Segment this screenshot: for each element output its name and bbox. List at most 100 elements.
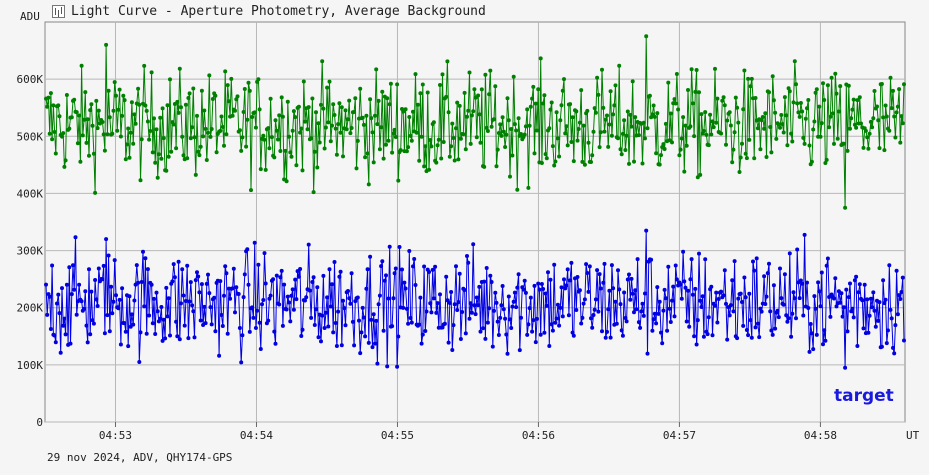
window-title: Light Curve - Aperture Photometry, Avera… — [71, 3, 486, 19]
data-point — [641, 120, 646, 125]
data-point — [537, 287, 542, 292]
data-point — [209, 322, 214, 327]
data-point — [374, 318, 379, 323]
data-point — [451, 136, 456, 140]
data-point — [204, 158, 209, 162]
data-point — [494, 300, 499, 305]
data-point — [392, 127, 397, 132]
data-point — [495, 319, 500, 324]
data-point — [655, 111, 660, 116]
data-point — [154, 127, 159, 132]
data-point — [241, 110, 246, 114]
data-point — [519, 315, 523, 320]
data-point — [457, 271, 462, 276]
data-point — [532, 151, 537, 156]
data-point — [666, 264, 671, 269]
data-point — [150, 321, 155, 326]
data-point — [821, 81, 825, 86]
data-point — [181, 153, 186, 158]
data-point — [720, 98, 725, 103]
data-point — [757, 335, 762, 340]
data-point — [749, 76, 754, 81]
data-point — [333, 321, 338, 325]
data-point — [528, 104, 533, 109]
data-point — [366, 182, 371, 187]
data-point — [585, 108, 590, 113]
data-point — [663, 121, 668, 126]
data-point — [397, 245, 402, 249]
data-point — [866, 330, 871, 335]
data-point — [887, 128, 892, 133]
data-point — [305, 127, 310, 132]
data-point — [434, 310, 439, 315]
data-point — [778, 266, 782, 271]
x-tick-label: 04:55 — [381, 429, 414, 442]
data-point — [137, 360, 142, 364]
data-point — [64, 282, 69, 287]
data-point — [843, 205, 848, 210]
data-point — [391, 131, 396, 136]
data-point — [506, 294, 511, 299]
data-point — [700, 294, 705, 299]
data-point — [661, 142, 666, 147]
data-point — [517, 348, 522, 353]
data-point — [310, 96, 315, 101]
data-point — [84, 140, 89, 145]
data-point — [208, 305, 213, 310]
data-point — [418, 295, 423, 300]
data-point — [51, 103, 56, 108]
y-tick-label: 100K — [17, 359, 44, 372]
data-point — [61, 131, 66, 136]
data-point — [633, 288, 638, 293]
data-point — [107, 115, 112, 120]
data-point — [455, 100, 460, 105]
data-point — [749, 335, 754, 340]
data-point — [104, 237, 109, 242]
data-point — [565, 267, 570, 272]
data-point — [605, 329, 609, 334]
data-point — [428, 301, 433, 306]
data-point — [376, 98, 381, 103]
data-point — [125, 142, 129, 147]
data-point — [555, 302, 560, 307]
data-point — [892, 114, 897, 119]
data-point — [559, 103, 564, 108]
data-point — [145, 119, 150, 124]
data-point — [482, 164, 487, 169]
data-point — [785, 319, 790, 324]
data-point — [776, 122, 781, 127]
data-point — [252, 110, 257, 115]
data-point — [327, 267, 332, 272]
data-point — [722, 103, 727, 108]
data-point — [272, 155, 277, 160]
data-point — [274, 273, 279, 278]
data-point — [557, 154, 562, 159]
data-point — [609, 263, 614, 268]
data-point — [736, 296, 741, 301]
data-point — [715, 96, 720, 101]
data-point — [471, 109, 476, 114]
data-point — [195, 270, 199, 275]
data-point — [636, 320, 641, 325]
data-point — [461, 132, 466, 137]
data-point — [371, 312, 376, 317]
data-point — [705, 332, 710, 337]
data-point — [244, 144, 249, 149]
data-point — [763, 111, 768, 116]
data-point — [776, 315, 781, 320]
data-point — [706, 315, 711, 320]
data-point — [428, 138, 433, 142]
data-point — [541, 287, 546, 291]
data-point — [306, 105, 311, 110]
data-point — [828, 314, 833, 319]
data-point — [767, 90, 771, 95]
data-point — [473, 312, 478, 317]
data-point — [836, 109, 841, 114]
data-point — [444, 274, 449, 279]
data-point — [467, 70, 472, 75]
data-point — [156, 152, 161, 157]
data-point — [850, 107, 855, 112]
data-point — [673, 263, 678, 268]
data-point — [640, 301, 645, 306]
data-point — [83, 289, 88, 294]
